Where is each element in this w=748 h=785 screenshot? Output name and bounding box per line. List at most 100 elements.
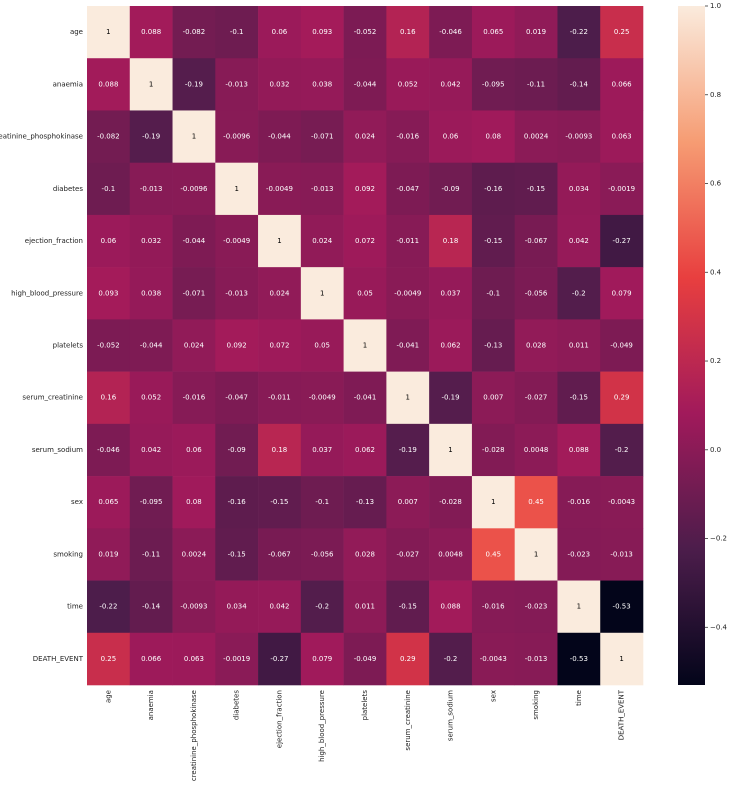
heatmap-cell <box>215 58 259 111</box>
heatmap-cell <box>429 110 473 163</box>
heatmap-cell <box>514 423 558 477</box>
cell-label: -0.013 <box>225 289 248 297</box>
heatmap-cell <box>258 110 302 163</box>
cell-label: 0.011 <box>569 342 589 350</box>
cell-label: -0.53 <box>570 655 588 663</box>
cell-label: -0.2 <box>572 289 586 297</box>
heatmap-cell <box>129 528 173 581</box>
heatmap-cell <box>386 58 430 111</box>
cell-label: -0.082 <box>97 133 120 141</box>
cell-label: -0.071 <box>311 133 334 141</box>
heatmap-cell <box>386 214 430 268</box>
cell-label: -0.044 <box>183 237 206 245</box>
heatmap-cell <box>343 162 387 216</box>
heatmap-cell <box>514 632 558 686</box>
cell-label: 0.042 <box>569 237 589 245</box>
heatmap-cell <box>514 6 558 59</box>
heatmap-cell <box>600 6 644 59</box>
heatmap-cell <box>87 423 131 477</box>
y-tick-label: anaemia <box>53 80 83 88</box>
heatmap-cell <box>557 162 601 216</box>
cell-label: 1 <box>577 603 581 611</box>
cell-label: 0.024 <box>184 342 205 350</box>
cell-label: -0.1 <box>230 28 244 36</box>
cell-label: 0.072 <box>355 237 375 245</box>
heatmap-cell <box>600 423 644 477</box>
heatmap-cell <box>258 371 302 425</box>
cell-label: 0.066 <box>141 655 162 663</box>
colorbar-tick-label: −0.2 <box>710 535 727 543</box>
cell-label: -0.041 <box>396 342 419 350</box>
y-tick-label: serum_creatinine <box>22 394 83 402</box>
y-tick-label: age <box>70 28 83 36</box>
x-tick-label: serum_creatinine <box>404 690 412 751</box>
cell-label: 0.072 <box>269 342 289 350</box>
cell-label: -0.0049 <box>223 237 250 245</box>
cell-label: 0.024 <box>269 289 290 297</box>
heatmap-cell <box>300 371 344 425</box>
cell-label: 0.088 <box>441 603 461 611</box>
heatmap-cell <box>471 371 515 425</box>
cell-label: 1 <box>491 498 495 506</box>
cell-label: 1 <box>106 28 110 36</box>
heatmap-cell <box>258 528 302 581</box>
heatmap-cell <box>429 58 473 111</box>
cell-label: 0.028 <box>355 550 375 558</box>
heatmap-cell <box>471 632 515 686</box>
heatmap-cell <box>557 267 601 320</box>
cell-label: 0.05 <box>314 342 330 350</box>
heatmap-cell <box>429 162 473 216</box>
cell-label: -0.049 <box>354 655 377 663</box>
cell-label: -0.15 <box>570 394 588 402</box>
cell-label: -0.2 <box>615 446 629 454</box>
heatmap-cell <box>300 423 344 477</box>
cell-label: 0.06 <box>272 28 288 36</box>
cell-label: -0.13 <box>484 342 502 350</box>
heatmap-cell <box>557 476 601 529</box>
heatmap-cell <box>87 267 131 320</box>
heatmap-cell <box>386 371 430 425</box>
cell-label: 0.062 <box>355 446 375 454</box>
heatmap-cell <box>514 528 558 581</box>
heatmap-cell <box>300 6 344 59</box>
heatmap-cell <box>129 162 173 216</box>
cell-label: -0.16 <box>228 498 247 506</box>
cell-label: 0.065 <box>483 28 503 36</box>
cell-label: -0.11 <box>142 550 160 558</box>
heatmap-cell <box>129 58 173 111</box>
cell-label: 1 <box>192 133 196 141</box>
cell-label: -0.0019 <box>223 655 250 663</box>
heatmap-cell <box>386 476 430 529</box>
heatmap-cell <box>429 267 473 320</box>
cell-label: -0.0093 <box>565 133 592 141</box>
heatmap-cell <box>471 214 515 268</box>
cell-label: 1 <box>448 446 452 454</box>
y-tick-label: serum_sodium <box>32 446 83 454</box>
heatmap-cell <box>429 371 473 425</box>
heatmap-cell <box>87 580 131 634</box>
heatmap-cell <box>514 58 558 111</box>
heatmap-cell <box>557 423 601 477</box>
cell-label: -0.044 <box>140 342 163 350</box>
cell-label: 0.08 <box>486 133 502 141</box>
heatmap-cell <box>557 528 601 581</box>
heatmap-cell <box>600 110 644 163</box>
heatmap-cell <box>386 6 430 59</box>
heatmap-cell <box>258 162 302 216</box>
x-tick-label: age <box>104 690 112 703</box>
cell-label: -0.052 <box>354 28 377 36</box>
heatmap-cell <box>300 528 344 581</box>
heatmap-cell <box>215 528 259 581</box>
cell-label: -0.1 <box>315 498 329 506</box>
colorbar <box>678 6 705 685</box>
cell-label: 0.019 <box>526 28 546 36</box>
heatmap-cell <box>172 632 216 686</box>
heatmap-cell <box>343 58 387 111</box>
cell-label: 1 <box>320 289 324 297</box>
heatmap-cell <box>600 580 644 634</box>
cell-label: 0.019 <box>98 550 118 558</box>
cell-label: 0.034 <box>227 603 248 611</box>
cell-label: -0.095 <box>482 80 505 88</box>
cell-label: -0.082 <box>183 28 206 36</box>
heatmap-cell <box>258 632 302 686</box>
